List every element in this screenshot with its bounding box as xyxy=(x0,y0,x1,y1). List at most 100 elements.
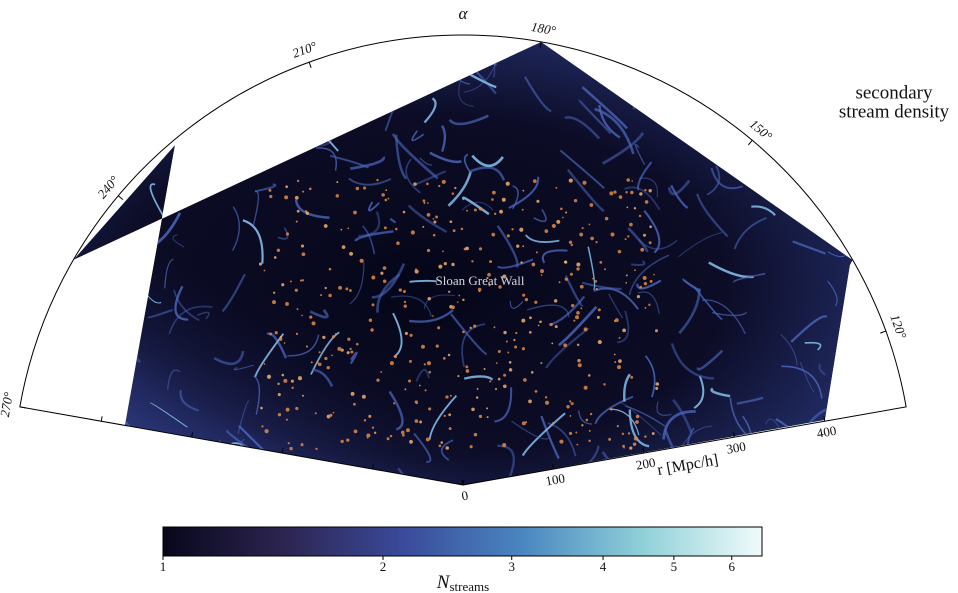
halo-dot xyxy=(423,202,425,204)
halo-dot xyxy=(448,354,450,356)
halo-dot xyxy=(578,359,581,362)
halo-dot xyxy=(625,191,627,193)
halo-dot xyxy=(465,365,468,368)
halo-dot xyxy=(335,333,337,335)
halo-dot xyxy=(371,276,375,280)
halo-dot xyxy=(297,308,299,310)
halo-dot xyxy=(614,354,616,356)
halo-dot xyxy=(554,299,557,302)
halo-dot xyxy=(626,207,628,209)
halo-dot xyxy=(614,361,616,363)
halo-dot xyxy=(559,440,563,444)
halo-dot xyxy=(653,274,655,276)
halo-dot xyxy=(388,198,390,200)
filament xyxy=(222,102,228,129)
halo-dot xyxy=(409,360,412,363)
halo-dot xyxy=(422,226,424,228)
halo-dot xyxy=(649,225,652,228)
halo-dot xyxy=(531,371,534,374)
halo-dot xyxy=(367,437,369,439)
halo-dot xyxy=(473,325,476,328)
halo-dot xyxy=(514,346,517,349)
halo-dot xyxy=(286,419,288,421)
halo-dot xyxy=(570,273,573,276)
halo-dot xyxy=(571,402,574,405)
halo-dot xyxy=(486,407,488,409)
halo-dot xyxy=(513,339,515,341)
halo-dot xyxy=(509,361,512,364)
halo-dot xyxy=(617,425,619,427)
filament xyxy=(782,50,798,64)
halo-dot xyxy=(555,187,557,189)
halo-dot xyxy=(536,200,539,203)
halo-dot xyxy=(360,259,364,263)
filament xyxy=(289,109,316,145)
halo-dot xyxy=(575,432,577,434)
halo-dot xyxy=(652,432,655,435)
halo-dot xyxy=(540,269,544,273)
halo-dot xyxy=(630,376,633,379)
halo-dot xyxy=(450,220,453,223)
halo-dot xyxy=(499,210,503,214)
halo-dot xyxy=(578,363,582,367)
halo-dot xyxy=(449,427,452,430)
halo-dot xyxy=(586,419,589,422)
halo-dot xyxy=(576,267,579,270)
filament xyxy=(856,225,872,250)
filament xyxy=(846,412,879,450)
halo-dot xyxy=(272,300,276,304)
halo-dot xyxy=(618,250,622,254)
halo-dot xyxy=(415,268,417,270)
halo-dot xyxy=(347,351,350,354)
halo-dot xyxy=(432,315,434,317)
halo-dot xyxy=(516,244,519,247)
filament xyxy=(777,432,812,469)
halo-dot xyxy=(539,320,542,323)
halo-dot xyxy=(282,374,285,377)
filament xyxy=(164,116,187,139)
halo-dot xyxy=(302,279,304,281)
halo-dot xyxy=(538,325,540,327)
halo-dot xyxy=(318,363,322,367)
halo-dot xyxy=(409,440,413,444)
halo-dot xyxy=(416,403,418,405)
halo-dot xyxy=(565,211,567,213)
theta-tick-label: 120° xyxy=(887,312,910,340)
halo-dot xyxy=(346,438,349,441)
halo-dot xyxy=(291,387,293,389)
halo-dot xyxy=(552,422,554,424)
halo-dot xyxy=(580,285,584,289)
halo-dot xyxy=(295,289,298,292)
halo-dot xyxy=(487,416,489,418)
filament xyxy=(835,172,841,208)
halo-dot xyxy=(290,281,292,283)
halo-dot xyxy=(283,379,287,383)
annotation: Sloan Great Wall xyxy=(436,273,525,288)
halo-dot xyxy=(332,335,335,338)
halo-dot xyxy=(462,331,465,334)
halo-dot xyxy=(443,357,446,360)
halo-dot xyxy=(575,315,579,319)
density-map xyxy=(73,17,881,508)
filament xyxy=(485,48,495,56)
halo-dot xyxy=(405,332,408,335)
halo-dot xyxy=(325,287,327,289)
theta-tick-label: 210° xyxy=(290,38,318,61)
colorbar-tick-label: 1 xyxy=(160,559,167,574)
r-tick xyxy=(101,416,102,421)
halo-dot xyxy=(502,443,506,447)
halo-dot xyxy=(438,265,442,269)
filament xyxy=(195,17,206,41)
halo-dot xyxy=(478,288,482,292)
filament xyxy=(193,156,236,183)
halo-dot xyxy=(297,180,299,182)
halo-dot xyxy=(536,251,538,253)
halo-dot xyxy=(372,303,375,306)
halo-dot xyxy=(454,187,456,189)
halo-dot xyxy=(419,421,422,424)
halo-dot xyxy=(451,305,455,309)
halo-dot xyxy=(401,431,405,435)
r-tick-label: 300 xyxy=(725,439,747,457)
colorbar xyxy=(163,527,762,556)
halo-dot xyxy=(277,249,280,252)
